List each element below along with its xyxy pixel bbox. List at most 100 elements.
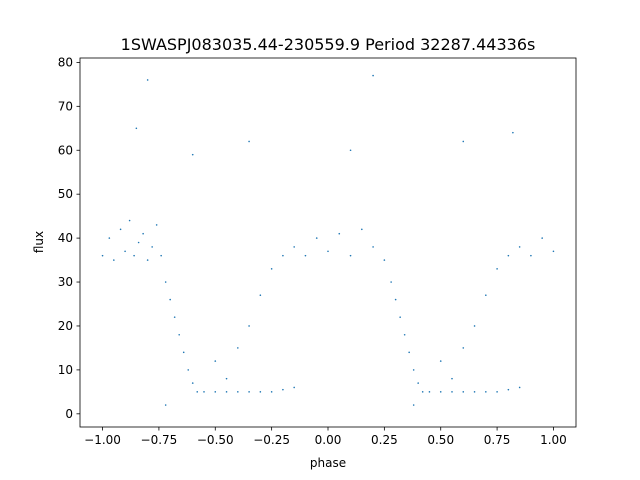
data-point xyxy=(518,386,521,389)
data-point xyxy=(133,254,135,257)
data-point xyxy=(428,391,431,393)
data-point xyxy=(485,391,487,393)
data-point xyxy=(349,149,352,152)
x-tick-label: −0.75 xyxy=(141,433,178,447)
data-point xyxy=(293,386,295,389)
data-point xyxy=(507,388,510,391)
x-tick-label: 0.25 xyxy=(371,433,398,447)
data-point xyxy=(282,254,284,257)
data-point xyxy=(496,268,498,270)
data-point xyxy=(137,241,140,244)
data-point xyxy=(282,388,284,391)
data-point xyxy=(151,246,153,248)
data-point xyxy=(237,391,239,393)
data-point xyxy=(259,294,262,297)
data-point xyxy=(421,391,424,393)
data-point xyxy=(512,131,514,134)
data-point xyxy=(462,347,465,349)
data-point xyxy=(361,228,363,231)
y-tick-label: 10 xyxy=(58,363,73,377)
data-point xyxy=(128,219,131,222)
y-tick-label: 60 xyxy=(58,143,73,157)
data-point xyxy=(173,316,176,318)
data-point xyxy=(248,140,250,143)
x-tick-label: 1.00 xyxy=(540,433,567,447)
data-point xyxy=(225,377,228,380)
data-point xyxy=(270,391,273,393)
data-point xyxy=(237,347,239,349)
data-point xyxy=(124,250,126,253)
data-point xyxy=(225,391,228,393)
data-point xyxy=(155,224,158,226)
data-point xyxy=(270,268,273,270)
x-tick-label: −0.25 xyxy=(253,433,290,447)
y-axis-label: flux xyxy=(32,231,46,253)
data-point xyxy=(399,316,401,318)
data-point xyxy=(552,250,555,253)
data-point xyxy=(383,259,386,261)
x-tick-label: 0.00 xyxy=(315,433,342,447)
data-point xyxy=(214,391,217,393)
data-point xyxy=(462,391,465,393)
data-point xyxy=(530,254,532,257)
data-point xyxy=(113,259,115,261)
data-point xyxy=(142,232,144,235)
data-point xyxy=(507,254,510,257)
data-point xyxy=(214,360,217,362)
data-point xyxy=(203,391,205,393)
y-tick-label: 30 xyxy=(58,275,73,289)
y-tick-label: 40 xyxy=(58,231,73,245)
x-tick-label: 0.50 xyxy=(427,433,454,447)
data-point xyxy=(119,228,122,231)
data-point xyxy=(182,351,185,354)
data-point xyxy=(135,127,138,130)
data-point xyxy=(372,74,374,77)
data-point xyxy=(248,391,250,393)
data-point xyxy=(164,404,167,406)
data-point xyxy=(473,325,476,327)
data-point xyxy=(473,391,476,393)
data-point xyxy=(451,391,453,393)
data-point xyxy=(496,391,498,393)
data-point xyxy=(196,391,199,393)
x-tick-label: −1.00 xyxy=(84,433,121,447)
data-point xyxy=(439,391,442,393)
y-axis-ticks: 0 10 20 30 40 50 60 70 80 xyxy=(58,55,80,421)
data-point xyxy=(417,382,419,384)
data-point xyxy=(408,351,410,354)
y-tick-label: 50 xyxy=(58,187,73,201)
data-point xyxy=(293,246,295,248)
data-point xyxy=(146,79,149,81)
data-point xyxy=(439,360,442,362)
data-point xyxy=(412,369,415,371)
data-point xyxy=(390,281,392,283)
data-point xyxy=(169,298,171,301)
data-point xyxy=(191,382,194,384)
x-axis-ticks: −1.00 −0.75 −0.50 −0.25 0.00 0.25 0.50 0.75 1.00 xyxy=(84,427,567,447)
data-point xyxy=(541,237,543,239)
data-point xyxy=(101,254,104,257)
data-point xyxy=(403,333,406,336)
data-point xyxy=(451,377,453,380)
y-tick-label: 70 xyxy=(58,99,73,113)
data-point xyxy=(259,391,262,393)
data-points xyxy=(101,74,555,406)
data-point xyxy=(164,281,167,283)
data-point xyxy=(146,259,149,261)
y-tick-label: 0 xyxy=(65,407,73,421)
data-point xyxy=(304,254,307,257)
data-point xyxy=(462,140,465,143)
data-point xyxy=(412,404,415,406)
data-point xyxy=(349,254,352,257)
data-point xyxy=(191,153,194,156)
y-tick-label: 80 xyxy=(58,55,73,69)
y-tick-label: 20 xyxy=(58,319,73,333)
data-point xyxy=(518,246,521,248)
data-point xyxy=(338,232,341,235)
data-point xyxy=(315,237,318,239)
chart-title: 1SWASPJ083035.44-230559.9 Period 32287.4… xyxy=(121,35,536,54)
x-tick-label: 0.75 xyxy=(484,433,511,447)
data-point xyxy=(178,333,180,336)
